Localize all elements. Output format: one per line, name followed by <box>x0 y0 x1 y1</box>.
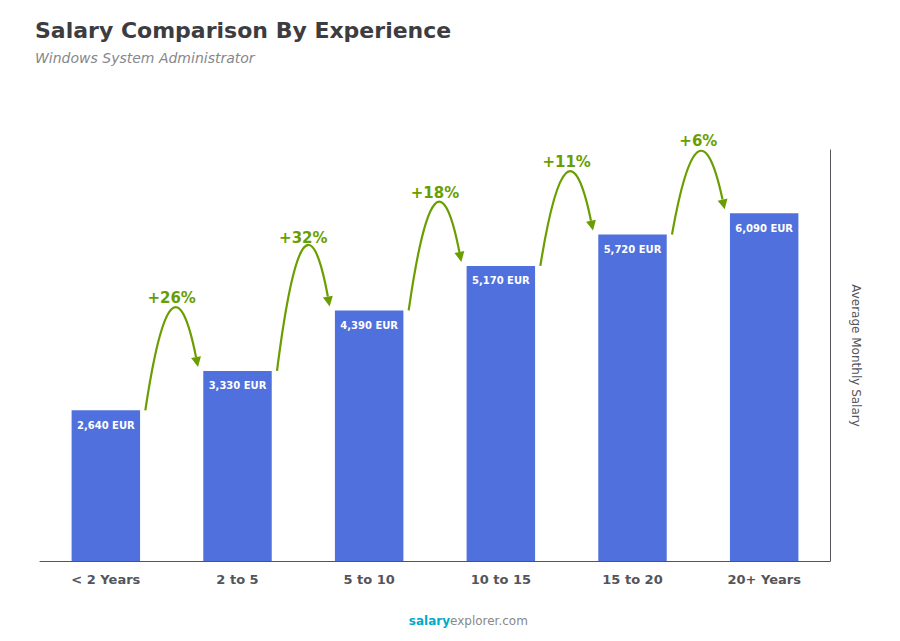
svg-text:4,390 EUR: 4,390 EUR <box>340 320 398 331</box>
svg-text:+6%: +6% <box>679 132 717 150</box>
svg-text:2,640 EUR: 2,640 EUR <box>77 420 135 431</box>
svg-text:+26%: +26% <box>147 289 195 307</box>
svg-text:salary: salary <box>409 614 450 628</box>
svg-text:20+ Years: 20+ Years <box>727 572 801 587</box>
svg-text:+18%: +18% <box>411 184 459 202</box>
svg-text:5 to 10: 5 to 10 <box>343 572 394 587</box>
svg-text:Salary Comparison By Experienc: Salary Comparison By Experience <box>35 18 451 43</box>
svg-text:Windows System Administrator: Windows System Administrator <box>35 50 256 66</box>
svg-text:explorer.com: explorer.com <box>450 614 528 628</box>
svg-text:< 2 Years: < 2 Years <box>71 572 140 587</box>
svg-text:5,170 EUR: 5,170 EUR <box>472 275 530 286</box>
svg-text:+11%: +11% <box>542 153 590 171</box>
svg-text:3,330 EUR: 3,330 EUR <box>209 380 267 391</box>
svg-text:5,720 EUR: 5,720 EUR <box>604 244 662 255</box>
svg-text:Average Monthly Salary: Average Monthly Salary <box>849 284 863 427</box>
svg-text:+32%: +32% <box>279 229 327 247</box>
svg-text:10 to 15: 10 to 15 <box>471 572 531 587</box>
svg-text:6,090 EUR: 6,090 EUR <box>735 223 793 234</box>
svg-text:2 to 5: 2 to 5 <box>216 572 258 587</box>
svg-text:15 to 20: 15 to 20 <box>602 572 662 587</box>
